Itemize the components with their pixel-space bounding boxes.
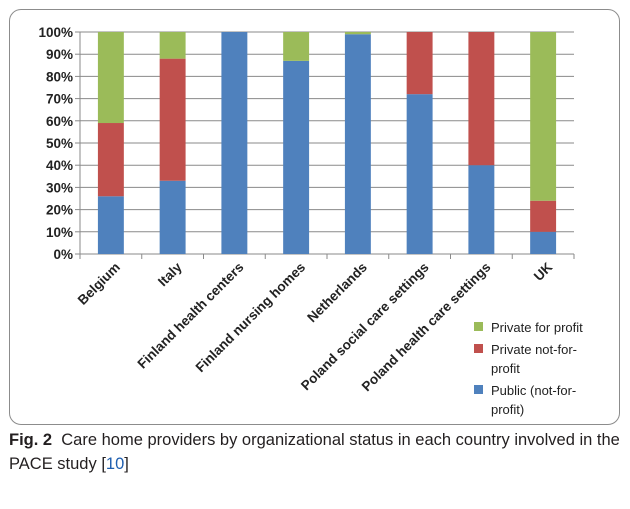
legend-item-private-not-for-profit: Private not-for-profit [474,340,624,378]
y-tick-label: 60% [46,114,73,129]
bar-segment [97,123,124,197]
legend-item-public: Public (not-for-profit) [474,381,624,419]
y-tick-label: 10% [46,225,73,240]
x-tick-label: UK [531,259,556,284]
bar-segment [468,165,495,254]
y-tick-label: 20% [46,203,73,218]
y-tick-label: 40% [46,158,73,173]
bar-segment [406,94,433,254]
legend-item-private-for-profit: Private for profit [474,318,624,337]
y-tick-label: 100% [38,25,73,40]
bar-segment [283,32,310,61]
x-tick-label: Poland social care settings [298,260,432,394]
bar-segment [406,32,433,95]
legend-swatch [474,344,483,353]
y-tick-label: 30% [46,180,73,195]
y-tick-label: 70% [46,92,73,107]
stacked-bar-chart: 0% 10% 20% 30% 40% 50% 60% 70% 80% 90% 100% Belgiu… [38,25,575,394]
bars [97,32,557,254]
legend: Private for profit Private not-for-profi… [474,318,624,422]
figure-label: Fig. 2 [9,431,53,449]
bar-segment [221,32,248,254]
bar-segment [97,32,124,124]
x-tick-label: Italy [155,259,185,289]
bar-segment [159,32,186,59]
x-tick-label: Belgium [75,260,123,308]
bar-segment [530,200,557,232]
bar-segment [468,32,495,166]
caption-bracket: ] [124,455,129,473]
bar-segment [159,180,186,254]
bar-segment [530,32,557,201]
legend-label: Private not-for-profit [491,342,577,376]
bar-segment [344,32,371,35]
bar-segment [283,60,310,254]
figure-caption: Fig. 2 Care home providers by organizati… [9,428,621,476]
y-tick-label: 90% [46,47,73,62]
caption-reference-link[interactable]: 10 [105,455,125,473]
x-tick-label: Finland health centers [135,260,247,372]
x-tick-label: Netherlands [304,260,370,326]
legend-swatch [474,385,483,394]
bar-segment [159,58,186,181]
legend-swatch [474,322,483,331]
y-tick-label: 80% [46,69,73,84]
x-tick-label: Finland nursing homes [193,260,309,376]
legend-label: Public (not-for-profit) [491,383,577,417]
y-axis-ticks: 0% 10% 20% 30% 40% 50% 60% 70% 80% 90% 100% [38,25,73,262]
bar-segment [97,196,124,254]
y-tick-label: 50% [46,136,73,151]
bar-segment [530,231,557,254]
bar-segment [344,34,371,254]
legend-label: Private for profit [491,320,583,335]
y-tick-label: 0% [53,247,73,262]
grid-lines [75,31,575,259]
caption-text: Care home providers by organizational st… [9,431,620,473]
